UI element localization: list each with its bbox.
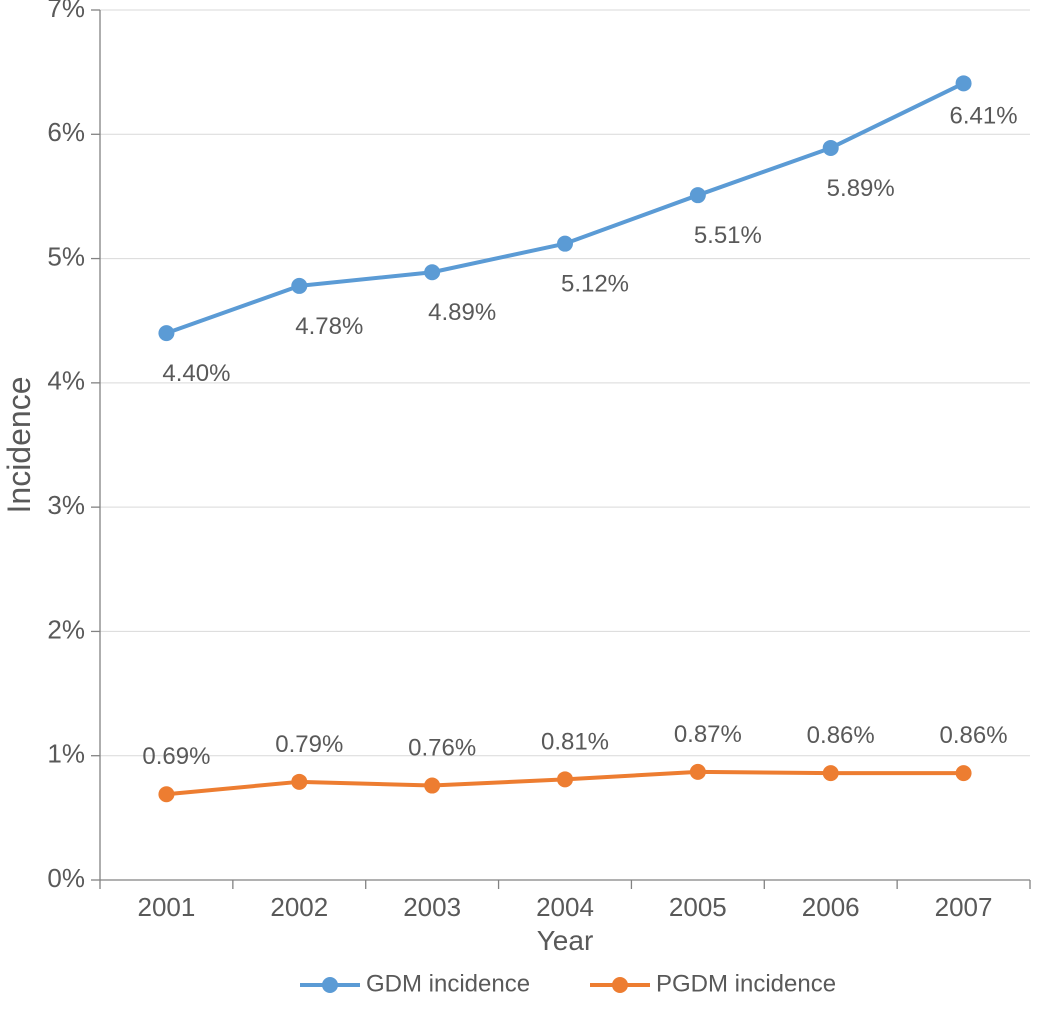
- x-tick-label: 2003: [403, 892, 461, 922]
- data-label: 4.89%: [428, 299, 496, 326]
- data-label: 0.76%: [408, 735, 476, 762]
- y-tick-label: 4%: [47, 366, 85, 396]
- y-tick-label: 6%: [47, 117, 85, 147]
- x-axis-title: Year: [537, 925, 594, 956]
- gridlines: [100, 10, 1030, 756]
- legend-label: GDM incidence: [366, 970, 530, 997]
- series-0: 4.40% 4.78% 4.89% 5.12% 5.51% 5.89% 6.41%: [158, 75, 1017, 387]
- y-tick-label: 1%: [47, 739, 85, 769]
- data-point: [158, 786, 174, 802]
- data-point: [158, 325, 174, 341]
- data-point: [557, 236, 573, 252]
- data-label: 0.86%: [940, 722, 1008, 749]
- y-tick-label: 3%: [47, 490, 85, 520]
- data-label: 5.89%: [827, 175, 895, 202]
- data-point: [557, 771, 573, 787]
- y-tick-label: 2%: [47, 614, 85, 644]
- data-point: [823, 140, 839, 156]
- legend-label: PGDM incidence: [656, 970, 836, 997]
- x-axis-ticks: 2001 2002 2003 2004 2005 2006 2007: [100, 880, 1030, 922]
- y-tick-label: 5%: [47, 241, 85, 271]
- x-tick-label: 2007: [935, 892, 993, 922]
- x-tick-label: 2002: [270, 892, 328, 922]
- data-point: [956, 75, 972, 91]
- data-label: 0.86%: [807, 722, 875, 749]
- data-label: 5.12%: [561, 271, 629, 298]
- data-point: [291, 774, 307, 790]
- data-point: [424, 264, 440, 280]
- series-1: 0.69% 0.79% 0.76% 0.81% 0.87% 0.86% 0.86%: [142, 721, 1007, 802]
- y-tick-label: 7%: [47, 0, 85, 23]
- data-label: 6.41%: [950, 102, 1018, 129]
- data-label: 4.78%: [295, 313, 363, 340]
- line-chart: 0% 1% 2% 3% 4% 5% 6% 7% 2001 2002 2003 2004 2005 2006…: [0, 0, 1050, 1010]
- data-point: [291, 278, 307, 294]
- x-tick-label: 2006: [802, 892, 860, 922]
- x-tick-label: 2004: [536, 892, 594, 922]
- chart-container: 0% 1% 2% 3% 4% 5% 6% 7% 2001 2002 2003 2004 2005 2006…: [0, 0, 1050, 1010]
- data-label: 4.40%: [162, 360, 230, 387]
- y-tick-label: 0%: [47, 863, 85, 893]
- data-point: [690, 187, 706, 203]
- data-label: 0.79%: [275, 731, 343, 758]
- legend: GDM incidence PGDM incidence: [300, 970, 836, 997]
- data-label: 0.69%: [142, 743, 210, 770]
- y-axis-title: Incidence: [1, 377, 37, 514]
- data-point: [424, 778, 440, 794]
- data-label: 5.51%: [694, 222, 762, 249]
- data-label: 0.87%: [674, 721, 742, 748]
- data-label: 0.81%: [541, 728, 609, 755]
- x-tick-label: 2001: [138, 892, 196, 922]
- data-point: [823, 765, 839, 781]
- data-point: [690, 764, 706, 780]
- y-axis-ticks: 0% 1% 2% 3% 4% 5% 6% 7%: [47, 0, 100, 893]
- data-point: [956, 765, 972, 781]
- x-tick-label: 2005: [669, 892, 727, 922]
